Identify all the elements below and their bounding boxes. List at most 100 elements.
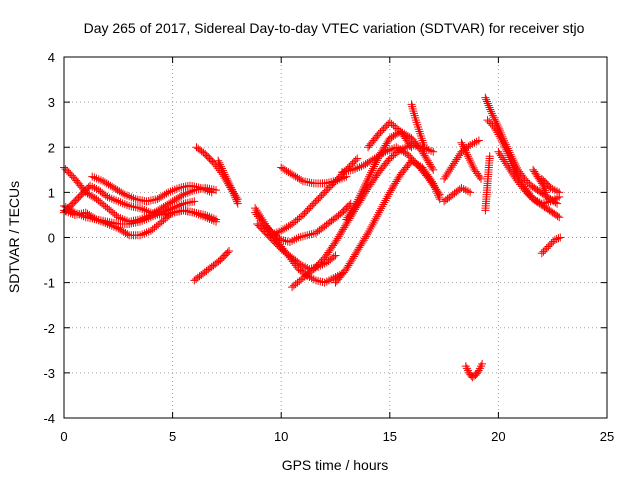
data-point — [477, 174, 486, 183]
data-point — [364, 174, 373, 183]
data-point — [378, 202, 387, 211]
data-point — [362, 178, 371, 187]
data-point — [221, 172, 230, 181]
data-point — [351, 156, 360, 165]
data-point — [384, 156, 393, 165]
x-tick-label: 0 — [60, 429, 67, 444]
x-tick-label: 5 — [169, 429, 176, 444]
data-point — [485, 117, 494, 126]
data-point — [229, 189, 238, 198]
data-point — [354, 195, 363, 204]
data-point — [522, 176, 531, 185]
data-point — [555, 188, 564, 197]
data-point — [373, 154, 382, 163]
data-point — [539, 247, 548, 256]
data-point — [554, 234, 563, 243]
data-point — [468, 161, 477, 170]
data-point — [217, 164, 226, 173]
data-point — [556, 233, 565, 242]
data-point — [372, 212, 381, 221]
data-point — [275, 234, 284, 243]
data-point — [541, 186, 550, 195]
data-point — [366, 224, 375, 233]
series-t13 — [277, 163, 351, 188]
data-point — [461, 146, 470, 155]
data-point — [215, 158, 224, 167]
data-point — [466, 188, 475, 197]
data-point — [162, 189, 171, 198]
data-point — [207, 188, 216, 197]
data-point — [482, 95, 491, 104]
data-point — [542, 244, 551, 253]
data-point — [223, 248, 232, 257]
data-point — [218, 166, 227, 175]
data-point — [545, 240, 554, 249]
series-t6 — [192, 143, 242, 204]
data-point — [434, 188, 443, 197]
data-point — [232, 197, 241, 206]
data-point — [371, 158, 380, 167]
data-point — [467, 160, 476, 169]
y-tick-label: -4 — [43, 411, 55, 426]
data-point — [481, 93, 490, 102]
series-t22 — [457, 138, 486, 183]
data-point — [228, 185, 237, 194]
data-point — [371, 214, 380, 223]
data-point — [370, 216, 379, 225]
data-point — [227, 183, 236, 192]
data-point — [487, 109, 496, 118]
data-point — [474, 136, 483, 145]
data-point — [177, 191, 186, 200]
data-point — [372, 156, 381, 165]
data-point — [220, 170, 229, 179]
data-point — [357, 189, 366, 198]
data-point — [498, 138, 507, 147]
series-t8 — [190, 247, 234, 285]
data-point — [219, 168, 228, 177]
data-point — [355, 193, 364, 202]
data-point — [359, 185, 368, 194]
data-point — [360, 183, 369, 192]
data-point — [537, 249, 546, 258]
data-point — [483, 99, 492, 108]
data-point — [503, 147, 512, 156]
data-point — [550, 235, 559, 244]
data-point — [553, 212, 562, 221]
data-point — [216, 160, 225, 169]
y-tick-label: -1 — [43, 276, 55, 291]
series-t19 — [407, 100, 429, 152]
data-point — [483, 116, 492, 125]
data-point — [212, 217, 221, 226]
data-point — [233, 199, 242, 208]
data-point — [214, 156, 223, 165]
data-point — [356, 191, 365, 200]
data-point — [226, 181, 235, 190]
x-tick-label: 15 — [383, 429, 397, 444]
data-point — [457, 138, 466, 147]
data-point — [383, 192, 392, 201]
series-t7 — [214, 156, 242, 208]
data-point — [505, 153, 514, 162]
x-tick-label: 20 — [491, 429, 505, 444]
data-point — [540, 184, 549, 193]
data-point — [365, 172, 374, 181]
data-point — [230, 191, 239, 200]
data-point — [329, 252, 338, 261]
y-tick-label: 1 — [48, 185, 55, 200]
data-point — [370, 162, 379, 171]
series-t11 — [253, 219, 340, 274]
data-point — [297, 175, 306, 184]
series-t5 — [88, 172, 216, 206]
chart-title: Day 265 of 2017, Sidereal Day-to-day VTE… — [84, 20, 585, 36]
data-point — [190, 197, 199, 206]
series-t26 — [494, 147, 564, 208]
data-point — [368, 220, 377, 229]
data-point — [380, 198, 389, 207]
data-point — [523, 178, 532, 187]
axis-ticks: 0 5 10 15 20 25 -4 -3 -2 -1 0 1 2 3 4 — [43, 50, 614, 444]
data-point — [499, 140, 508, 149]
series-t23 — [481, 152, 494, 215]
data-point — [487, 107, 496, 116]
data-point — [502, 145, 511, 154]
data-point — [368, 166, 377, 175]
